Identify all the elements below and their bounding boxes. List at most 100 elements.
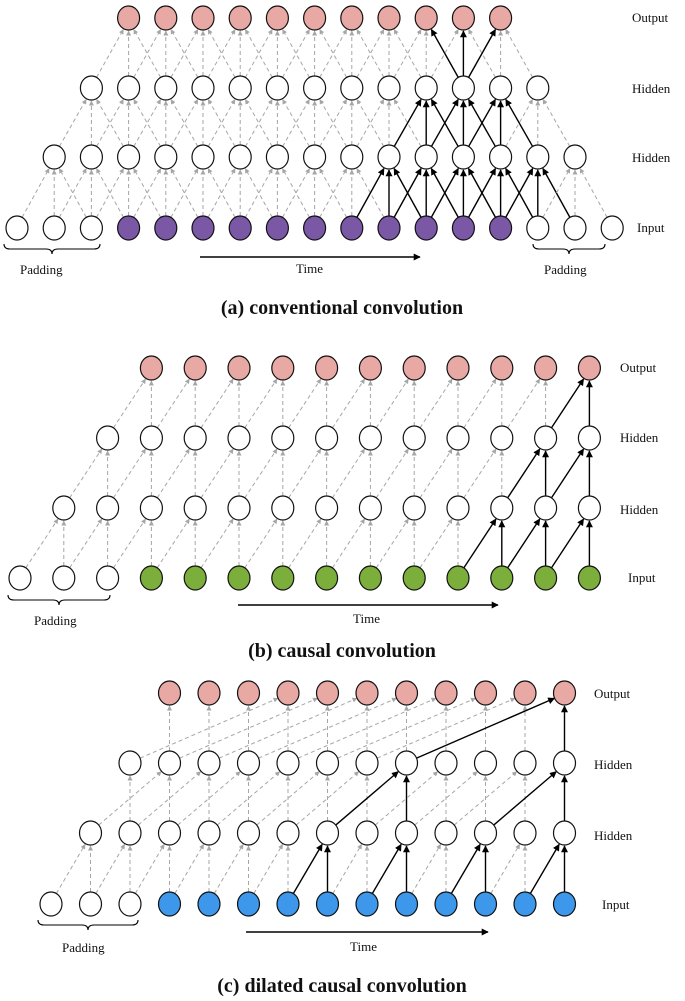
edge (96, 99, 124, 147)
edge (356, 99, 385, 147)
edge (416, 697, 556, 759)
padding-node (79, 215, 104, 241)
padding-node (600, 215, 624, 241)
panel-a-padding-right-label: Padding (544, 262, 587, 277)
panel-c-input-label: Input (602, 897, 630, 912)
input-node (315, 891, 340, 917)
edge (253, 843, 284, 894)
input-node (402, 565, 426, 591)
edge (58, 168, 87, 218)
edge (200, 378, 234, 429)
panel-c-graph (37, 680, 577, 936)
hidden-node (355, 750, 379, 776)
edge (288, 378, 322, 429)
edge (200, 448, 234, 499)
input-node (228, 215, 252, 241)
input-node (358, 565, 382, 591)
edge (419, 518, 453, 569)
panel-b-time-label: Time (353, 611, 380, 626)
edge (430, 29, 459, 78)
edge (244, 168, 273, 218)
edge (244, 378, 278, 429)
output-node (197, 680, 221, 706)
edge (375, 378, 409, 429)
edge (375, 518, 409, 569)
edge (332, 518, 365, 569)
hidden-node (276, 820, 300, 846)
padding-node (52, 565, 76, 591)
edge (319, 99, 348, 147)
hidden-node (526, 144, 550, 170)
edge (319, 168, 348, 218)
panel-c-padding-brace (37, 919, 139, 931)
hidden-node (183, 495, 207, 521)
panel-a-time-label: Time (296, 261, 323, 276)
padding-node (118, 891, 142, 917)
edge (356, 29, 385, 78)
edge (393, 99, 422, 147)
edge (393, 98, 422, 147)
output-node (402, 355, 426, 381)
edge (550, 448, 585, 499)
panel-a-output-label: Output (632, 10, 669, 25)
edge (542, 168, 571, 218)
output-node (191, 5, 215, 31)
edge (282, 99, 310, 147)
output-node (265, 5, 289, 31)
panel-b-output-label: Output (620, 360, 657, 375)
panel-a-hidden1-label: Hidden (632, 150, 671, 165)
hidden-node (227, 495, 251, 521)
edge (96, 168, 124, 218)
hidden-node (355, 820, 379, 846)
output-node (446, 355, 470, 381)
output-node (303, 5, 327, 31)
edge (282, 99, 310, 147)
edge (335, 771, 399, 826)
input-node (236, 891, 261, 917)
edge (96, 168, 124, 218)
output-node (577, 355, 602, 381)
hidden-node (271, 425, 295, 451)
hidden-node (236, 820, 261, 846)
hidden-node (377, 144, 401, 170)
edge (529, 843, 560, 894)
hidden-node (473, 750, 498, 776)
hidden-node (552, 750, 577, 776)
edge (356, 29, 385, 78)
hidden-node (265, 144, 289, 170)
hidden-node (473, 820, 498, 846)
hidden-node (79, 75, 104, 101)
hidden-node (157, 820, 182, 846)
output-node (513, 680, 537, 706)
panel-c: Output Hidden Hidden Input Time Padding … (62, 686, 633, 997)
output-node (154, 5, 178, 31)
edge (419, 378, 453, 429)
input-node (315, 565, 339, 591)
edge (96, 29, 124, 78)
edge (332, 448, 365, 499)
hidden-node (358, 495, 382, 521)
output-node (490, 355, 514, 381)
input-node (451, 215, 475, 241)
output-node (552, 680, 577, 706)
input-node (265, 215, 289, 241)
edge (133, 99, 162, 147)
padding-node (8, 565, 32, 591)
input-node (394, 891, 419, 917)
hidden-node (451, 144, 475, 170)
input-node (377, 215, 401, 241)
panel-b-padding-label: Padding (34, 613, 77, 628)
output-node (489, 5, 513, 31)
edge (133, 29, 162, 78)
hidden-node (402, 495, 426, 521)
edge (356, 168, 385, 218)
edge (542, 99, 571, 147)
hidden-node (577, 425, 602, 451)
edge (505, 167, 534, 218)
output-node (340, 5, 364, 31)
hidden-node (489, 75, 513, 101)
output-node (355, 680, 379, 706)
edge (113, 378, 146, 429)
panel-c-padding-label: Padding (62, 940, 105, 955)
padding-node (563, 215, 587, 241)
